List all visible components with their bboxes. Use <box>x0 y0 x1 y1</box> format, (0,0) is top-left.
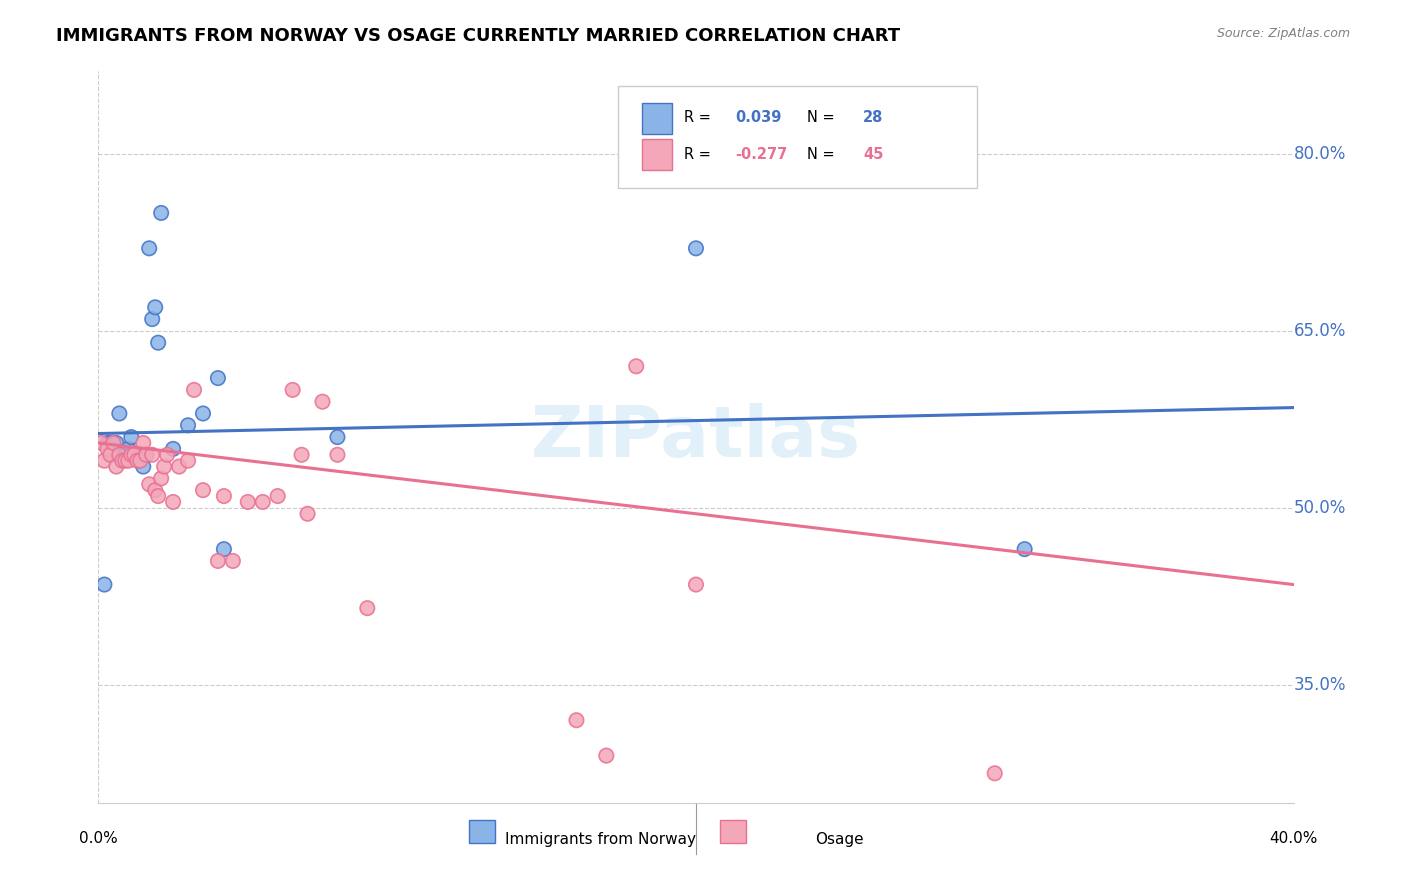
Point <box>150 471 173 485</box>
Text: N =: N = <box>807 146 839 161</box>
Text: 65.0%: 65.0% <box>1294 322 1346 340</box>
Point <box>153 459 176 474</box>
Point <box>124 448 146 462</box>
Point <box>114 448 136 462</box>
Point <box>120 448 142 462</box>
Point <box>297 507 319 521</box>
Text: Osage: Osage <box>815 832 863 847</box>
Point <box>1014 542 1036 557</box>
Text: ZIPatlas: ZIPatlas <box>531 402 860 472</box>
Text: R =: R = <box>685 146 716 161</box>
Point <box>162 495 184 509</box>
Point <box>191 407 214 421</box>
Point <box>132 436 155 450</box>
FancyBboxPatch shape <box>619 86 977 188</box>
Point <box>267 489 290 503</box>
Point <box>626 359 648 374</box>
Point <box>132 459 155 474</box>
Point <box>311 394 333 409</box>
Point <box>143 483 166 498</box>
Point <box>148 335 170 350</box>
Point <box>291 448 314 462</box>
Point <box>98 436 122 450</box>
Point <box>162 442 184 456</box>
Point <box>236 495 259 509</box>
Point <box>191 483 214 498</box>
Point <box>96 442 118 456</box>
Point <box>103 436 125 450</box>
Point <box>212 489 235 503</box>
Point <box>183 383 205 397</box>
Point <box>148 489 170 503</box>
Point <box>281 383 304 397</box>
Text: 80.0%: 80.0% <box>1294 145 1346 163</box>
Point <box>120 430 142 444</box>
Point <box>207 554 229 568</box>
Point <box>143 301 166 315</box>
Text: IMMIGRANTS FROM NORWAY VS OSAGE CURRENTLY MARRIED CORRELATION CHART: IMMIGRANTS FROM NORWAY VS OSAGE CURRENTL… <box>56 27 900 45</box>
Point <box>129 448 152 462</box>
Point <box>177 418 200 433</box>
Point <box>177 453 200 467</box>
Point <box>127 448 149 462</box>
Text: R =: R = <box>685 110 716 125</box>
Point <box>108 407 131 421</box>
Point <box>685 241 707 255</box>
Point <box>252 495 274 509</box>
Point <box>135 448 157 462</box>
Point <box>90 436 112 450</box>
Point <box>111 453 134 467</box>
Point <box>98 448 122 462</box>
Point <box>117 453 139 467</box>
Text: Source: ZipAtlas.com: Source: ZipAtlas.com <box>1216 27 1350 40</box>
Text: 50.0%: 50.0% <box>1294 499 1346 516</box>
Point <box>127 453 149 467</box>
Point <box>117 442 139 456</box>
Point <box>103 448 125 462</box>
Text: 40.0%: 40.0% <box>1270 830 1317 846</box>
Point <box>138 477 160 491</box>
Point <box>222 554 245 568</box>
Point <box>984 766 1007 780</box>
Point <box>114 453 136 467</box>
Point <box>167 459 190 474</box>
Point <box>124 448 146 462</box>
Point <box>326 430 349 444</box>
Point <box>138 241 160 255</box>
Text: 45: 45 <box>863 146 883 161</box>
Point <box>96 436 118 450</box>
Bar <box>643 139 672 170</box>
Point <box>93 453 115 467</box>
Point <box>565 713 588 727</box>
Point <box>685 577 707 591</box>
Point <box>156 448 179 462</box>
Point <box>595 748 617 763</box>
Text: 0.0%: 0.0% <box>79 830 118 846</box>
Text: Immigrants from Norway: Immigrants from Norway <box>505 832 696 847</box>
Bar <box>643 103 672 134</box>
Point <box>141 312 163 326</box>
Text: 35.0%: 35.0% <box>1294 676 1346 694</box>
Point <box>93 577 115 591</box>
Point <box>356 601 378 615</box>
Point <box>105 459 128 474</box>
Point <box>326 448 349 462</box>
Point <box>105 436 128 450</box>
Point <box>129 453 152 467</box>
Point <box>141 448 163 462</box>
Point <box>108 448 131 462</box>
Point <box>212 542 235 557</box>
Text: -0.277: -0.277 <box>735 146 787 161</box>
Bar <box>470 820 495 843</box>
Bar <box>720 820 747 843</box>
Point <box>135 448 157 462</box>
Point <box>207 371 229 385</box>
Text: N =: N = <box>807 110 839 125</box>
Point <box>111 448 134 462</box>
Point <box>150 206 173 220</box>
Text: 0.039: 0.039 <box>735 110 782 125</box>
Text: 28: 28 <box>863 110 883 125</box>
